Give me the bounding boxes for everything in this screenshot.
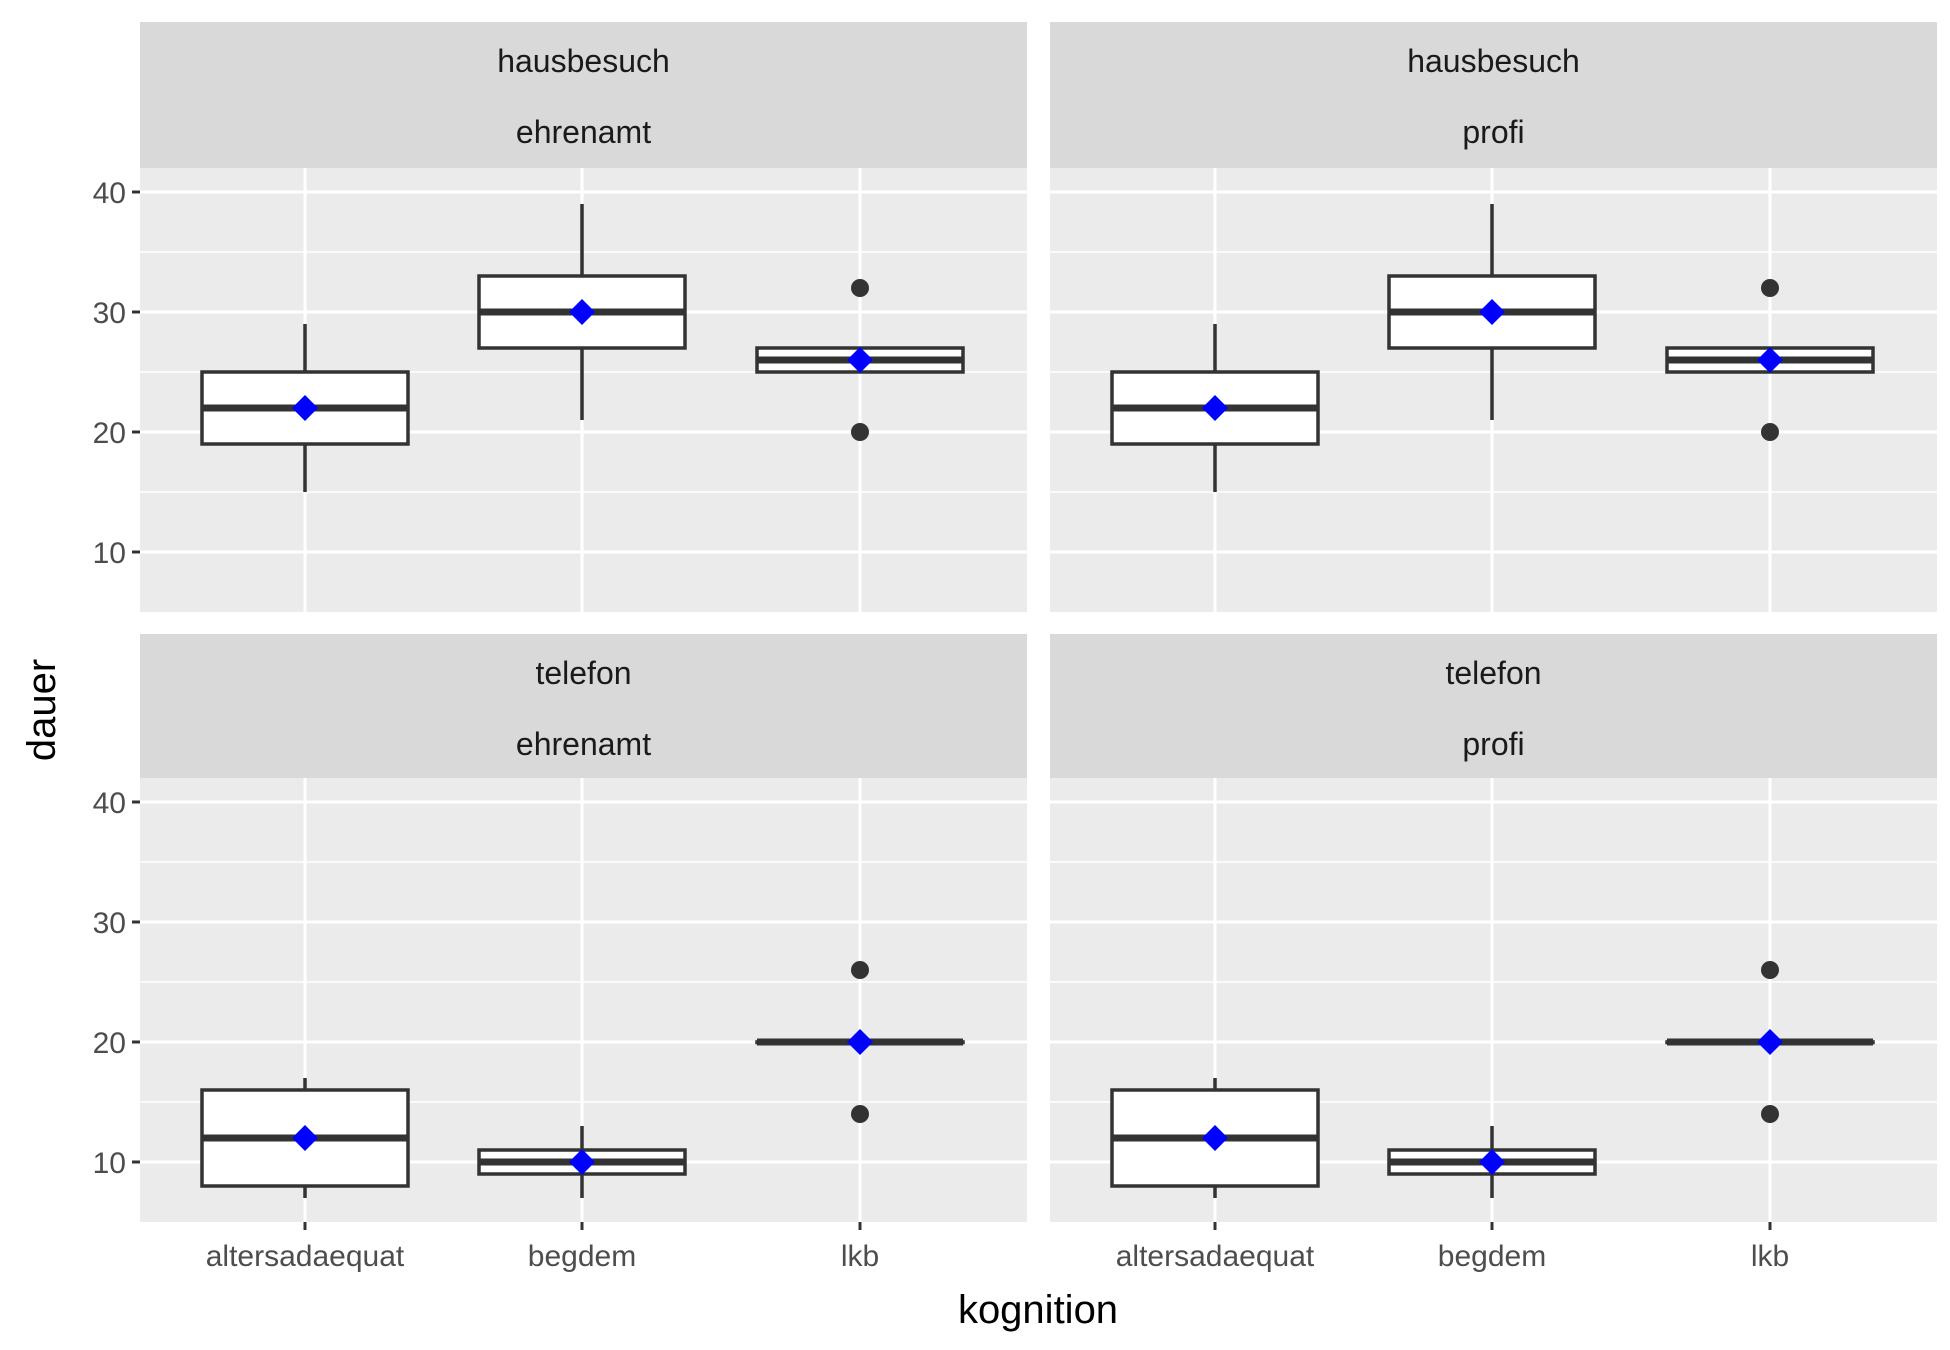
- facet-strip-label: ehrenamt: [516, 114, 651, 150]
- x-tick-label: altersadaequat: [206, 1240, 405, 1273]
- boxplot: [1387, 204, 1597, 420]
- facet-strip: [1050, 22, 1937, 168]
- outlier-point: [851, 961, 869, 979]
- mean-marker: [569, 299, 595, 325]
- y-tick-label: 30: [93, 907, 126, 940]
- boxplot: [477, 1126, 687, 1198]
- facet-panel: telefon ehrenamt 10 20 30 40 altersadaequat beg…: [93, 634, 1027, 1273]
- facet-strip: [140, 22, 1027, 168]
- facet-panel: hausbesuch profi: [1050, 22, 1937, 612]
- mean-marker: [292, 395, 318, 421]
- outlier-point: [851, 423, 869, 441]
- y-tick-label: 40: [93, 177, 126, 210]
- facet-strip: [140, 634, 1027, 778]
- outlier-point: [1761, 1105, 1779, 1123]
- mean-marker: [1479, 299, 1505, 325]
- mean-marker: [847, 347, 873, 373]
- x-tick-label: lkb: [1751, 1240, 1789, 1273]
- facet-strip-label: profi: [1462, 114, 1524, 150]
- outlier-point: [851, 279, 869, 297]
- boxplot: [1665, 279, 1875, 441]
- mean-marker: [1202, 395, 1228, 421]
- mean-marker: [847, 1029, 873, 1055]
- x-tick-label: begdem: [528, 1240, 636, 1273]
- mean-marker: [569, 1149, 595, 1175]
- facet-strip-label: ehrenamt: [516, 726, 651, 762]
- boxplot: [200, 1078, 410, 1198]
- facet-strip-label: profi: [1462, 726, 1524, 762]
- mean-marker: [1757, 1029, 1783, 1055]
- facet-panels: hausbesuch ehrenamt 10 20 30 40 hausbesuch prof…: [93, 22, 1937, 1273]
- mean-marker: [1757, 347, 1783, 373]
- boxplot: [1110, 1078, 1320, 1198]
- y-tick-label: 40: [93, 787, 126, 820]
- boxplot: [1665, 961, 1875, 1123]
- boxplot: [200, 324, 410, 492]
- y-tick-label: 20: [93, 1027, 126, 1060]
- y-tick-label: 20: [93, 417, 126, 450]
- boxplot: [1387, 1126, 1597, 1198]
- mean-marker: [1479, 1149, 1505, 1175]
- x-tick-label: lkb: [841, 1240, 879, 1273]
- boxplot: [477, 204, 687, 420]
- y-tick-label: 10: [93, 1147, 126, 1180]
- mean-marker: [1202, 1125, 1228, 1151]
- y-tick-label: 30: [93, 297, 126, 330]
- outlier-point: [1761, 961, 1779, 979]
- x-tick-label: begdem: [1438, 1240, 1546, 1273]
- facet-strip-label: hausbesuch: [497, 43, 670, 79]
- x-axis-title: kognition: [958, 1288, 1118, 1332]
- y-tick-label: 10: [93, 537, 126, 570]
- facet-strip: [1050, 634, 1937, 778]
- facet-strip-label: telefon: [535, 655, 631, 691]
- facet-panel: telefon profi altersadaequat begdem lkb: [1050, 634, 1937, 1273]
- boxplot: [1110, 324, 1320, 492]
- mean-marker: [292, 1125, 318, 1151]
- facet-panel: hausbesuch ehrenamt 10 20 30 40: [93, 22, 1027, 612]
- outlier-point: [1761, 423, 1779, 441]
- outlier-point: [1761, 279, 1779, 297]
- y-axis-title: dauer: [20, 659, 64, 761]
- x-tick-label: altersadaequat: [1116, 1240, 1315, 1273]
- boxplot: [755, 279, 965, 441]
- boxplot: [755, 961, 965, 1123]
- facet-strip-label: telefon: [1445, 655, 1541, 691]
- outlier-point: [851, 1105, 869, 1123]
- facet-strip-label: hausbesuch: [1407, 43, 1580, 79]
